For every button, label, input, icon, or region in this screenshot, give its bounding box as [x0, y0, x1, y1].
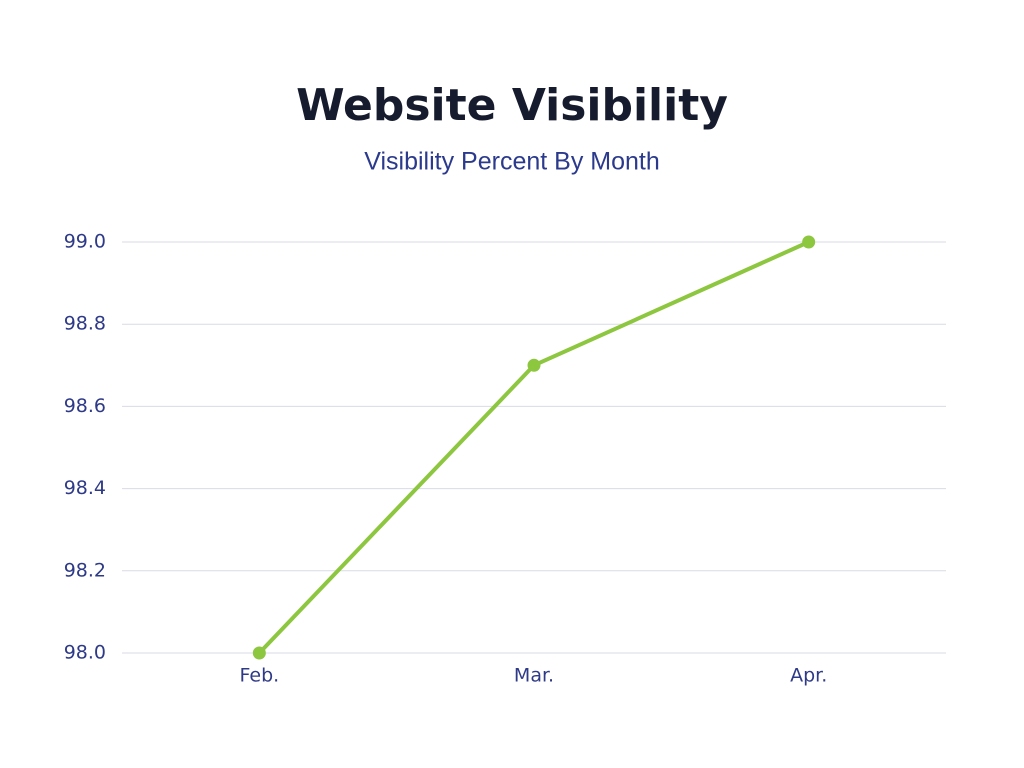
- line: [257, 240, 810, 655]
- x-tick-label: Apr.: [790, 665, 827, 687]
- x-tick-label: Mar.: [514, 665, 554, 687]
- y-tick-label: 98.8: [64, 313, 106, 335]
- chart-subtitle: Visibility Percent By Month: [364, 148, 660, 176]
- point: [527, 358, 541, 372]
- y-tick-label: 98.4: [64, 477, 106, 499]
- y-tick-label: 98.0: [64, 642, 106, 664]
- y-tick-label: 98.6: [64, 395, 106, 417]
- y-tick-label: 99.0: [64, 231, 106, 253]
- x-tick-label: Feb.: [239, 665, 279, 687]
- point: [252, 646, 266, 660]
- point: [802, 235, 816, 249]
- chart-title: Website Visibility: [296, 80, 728, 131]
- y-tick-label: 98.2: [64, 559, 106, 581]
